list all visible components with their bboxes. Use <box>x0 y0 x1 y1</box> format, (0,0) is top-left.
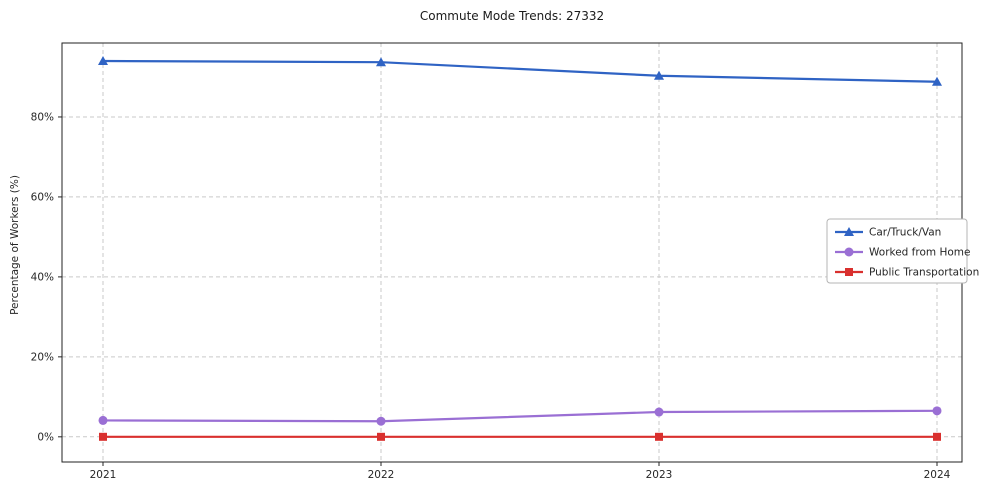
marker-circle-icon <box>932 406 942 416</box>
x-tick-label: 2021 <box>90 469 117 481</box>
plot-area <box>62 43 962 462</box>
legend-label: Car/Truck/Van <box>869 227 941 239</box>
marker-circle-icon <box>654 407 664 417</box>
y-tick-label: 0% <box>37 431 54 443</box>
marker-triangle-icon <box>844 227 854 236</box>
x-tick-label: 2024 <box>924 469 951 481</box>
marker-square-icon <box>845 268 853 276</box>
x-tick-label: 2023 <box>646 469 673 481</box>
chart-title: Commute Mode Trends: 27332 <box>419 9 605 23</box>
marker-triangle-icon <box>654 70 664 80</box>
series-line-worked-from-home <box>101 409 939 423</box>
y-tick-label: 20% <box>31 351 54 363</box>
marker-circle-icon <box>98 415 108 425</box>
legend-box <box>826 218 968 284</box>
marker-triangle-icon <box>376 57 386 67</box>
marker-square-icon <box>933 432 941 441</box>
legend-entry-car-truck-van: Car/Truck/Van <box>835 227 941 239</box>
legend: Car/Truck/Van Worked from Home Public Tran… <box>826 218 979 284</box>
series-worked-from-home <box>98 406 942 426</box>
series-line-car-truck-van <box>101 59 939 83</box>
y-tick-label: 80% <box>31 111 54 123</box>
legend-entry-worked-from-home: Worked from Home <box>835 247 970 259</box>
marker-circle-icon <box>376 416 386 426</box>
marker-triangle-icon <box>932 76 942 86</box>
legend-label: Public Transportation <box>869 267 979 279</box>
marker-square-icon <box>655 432 663 441</box>
marker-circle-icon <box>844 247 854 257</box>
series-car-truck-van <box>98 55 942 86</box>
y-tick-label: 40% <box>31 271 54 283</box>
marker-square-icon <box>99 432 107 441</box>
legend-entry-public-transportation: Public Transportation <box>835 267 979 279</box>
series-public-transportation <box>99 432 941 441</box>
x-tick-label: 2022 <box>368 469 395 481</box>
y-tick-label: 60% <box>31 191 54 203</box>
marker-square-icon <box>377 432 385 441</box>
marker-triangle-icon <box>98 55 108 65</box>
legend-label: Worked from Home <box>869 247 970 259</box>
